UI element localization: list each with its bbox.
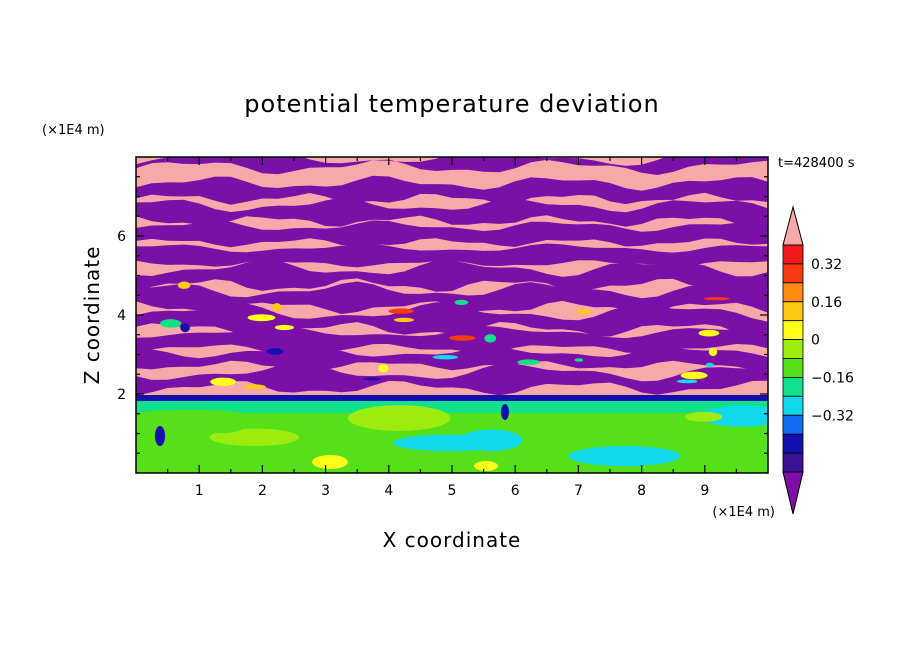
purple-band [136,362,768,396]
contour-blob [363,377,382,381]
purple-band [136,281,768,314]
colorbar-min-arrow [782,471,804,515]
x-tick-label: 9 [700,483,709,499]
x-axis-label: X coordinate [383,528,522,552]
contour-blob [501,404,509,420]
time-label: t=428400 s [778,156,855,171]
contour-blob [393,317,414,323]
contour-blob [576,308,592,314]
colorbar-tick-label: 0.32 [811,257,842,273]
contour-blob [160,319,182,328]
x-tick-label: 2 [258,483,267,499]
purple-band [136,259,768,293]
contour-blob [347,405,451,431]
contour-bands [136,157,768,471]
x-tick-label: 4 [384,483,393,499]
x-tick-label: 8 [637,483,646,499]
purple-band [136,197,768,227]
contour-blob [484,334,497,343]
purple-band [136,157,768,175]
contour-blob [474,461,498,471]
colorbar-swatch [782,282,804,303]
colorbar-max-arrow [782,205,804,246]
y-axis: 2 4 6 [117,176,768,454]
contour-blob [568,446,681,467]
contour-blob [454,299,469,305]
colorbar-swatch [782,320,804,341]
contour-blob [432,355,459,360]
contour-blob [274,324,294,331]
purple-band [136,175,768,205]
contour-blob [698,329,720,337]
contour-blob [703,297,730,301]
contour-blob [574,358,584,362]
colorbar: 0.32 0.16 0 −0.16 −0.32 [782,205,854,515]
colorbar-swatch [782,433,804,454]
contour-blob [194,417,247,434]
contour-blob [708,347,718,357]
contour-blob [272,303,282,311]
x-tick-label: 3 [321,483,330,499]
x-tick-label: 7 [574,483,583,499]
contour-blob [700,405,768,427]
boundary-band [136,401,768,413]
contour-blob [312,455,348,469]
colorbar-swatch [782,339,804,359]
x-tick-label: 6 [511,483,520,499]
contour-blob [517,359,541,366]
colorbar-swatch [782,376,804,397]
contour-blob [180,323,190,333]
contour-blob [266,348,284,355]
x-tick-label: 5 [448,483,457,499]
chart-title: potential temperature deviation [244,90,659,118]
contour-blob [210,377,237,386]
contour-blob [448,335,476,341]
contour-blob [685,411,723,422]
colorbar-swatch [782,414,804,435]
contour-blob [247,314,276,322]
colorbar-swatch [782,452,804,473]
contour-blob [714,428,768,444]
y-unit-label: (×1E4 m) [42,123,105,138]
colorbar-swatch [782,301,804,322]
colorbar-swatch [782,358,804,378]
contour-blob [680,371,708,380]
contour-blob [705,362,714,368]
contour-blob [155,426,165,446]
x-unit-label: (×1E4 m) [712,505,775,520]
contour-blob [285,422,355,432]
colorbar-tick-label: 0.16 [811,295,842,311]
colorbar-tick-label: −0.32 [811,408,854,424]
x-tick-label: 1 [195,483,204,499]
boundary-band [136,395,768,401]
contour-blob [676,379,698,384]
contour-blob [378,364,389,373]
colorbar-swatch [782,395,804,416]
colorbar-swatch [782,263,804,284]
purple-band [136,220,768,248]
y-axis-label: Z coordinate [80,246,104,385]
contour-blob [209,428,300,446]
colorbar-swatch [782,244,804,265]
x-axis: 1 2 3 4 5 6 7 8 9 [167,157,738,499]
colorbar-tick-label: 0 [811,333,820,349]
y-tick-label: 4 [117,308,126,324]
contour-blob [388,308,415,314]
y-tick-label: 6 [117,229,126,245]
colorbar-tick-label: −0.16 [811,370,854,386]
contour-field [136,157,768,473]
contour-blob [177,281,191,289]
y-tick-label: 2 [117,387,126,403]
contour-blob [244,384,266,390]
contour-blob [459,429,523,452]
purple-band [136,243,768,268]
